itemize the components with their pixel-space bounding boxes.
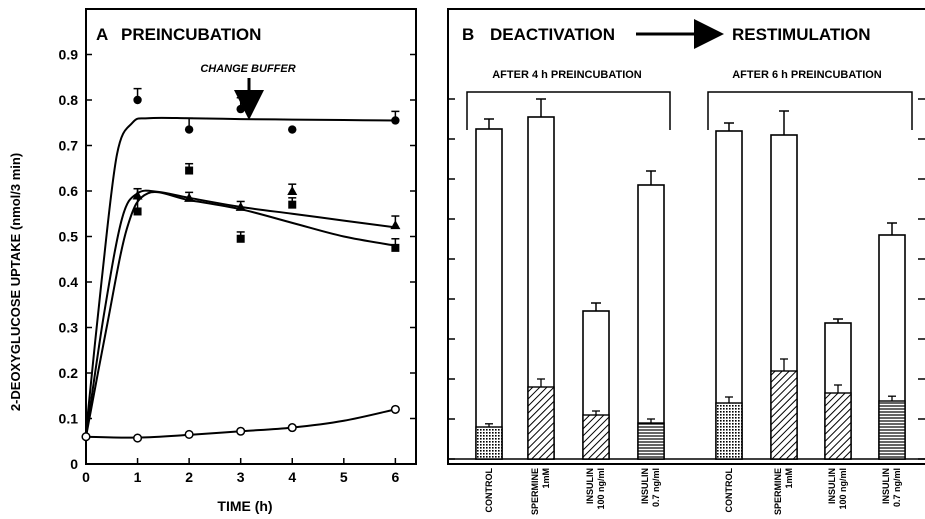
change-buffer-annotation: CHANGE BUFFER [200, 63, 295, 75]
bar-label: SPERMINE [530, 468, 540, 515]
data-point-filled-triangle [184, 192, 195, 202]
data-point-open-circle [184, 429, 194, 439]
y-tick-label: 0.4 [59, 274, 79, 290]
group-2-bracket [707, 91, 913, 130]
series-curve-filled-square [85, 191, 396, 437]
panel-b-title-left: DEACTIVATION [490, 25, 615, 44]
y-tick-label: 0.3 [59, 320, 79, 336]
bar-label: INSULIN [640, 468, 650, 504]
panel-b-bars [475, 98, 906, 460]
bar-label: INSULIN [827, 468, 837, 504]
data-point-filled-triangle [132, 190, 143, 200]
panel-a: A PREINCUBATION CHANGE BUFFER TIME (h) 2… [8, 8, 417, 514]
data-point-filled-triangle [287, 186, 298, 195]
bar-sublabel: 0.7 ng/ml [651, 468, 661, 507]
bar-base-diagonal [582, 414, 610, 460]
data-point-open-circle [390, 404, 400, 414]
bar-base-horizontal [878, 400, 906, 460]
series-curve-filled-triangle [85, 189, 396, 437]
panel-b-letter: B [462, 25, 474, 44]
panel-a-curves [85, 116, 396, 439]
x-tick-label: 4 [288, 469, 296, 485]
panel-b-frame [447, 8, 925, 465]
y-tick-label: 0.2 [59, 365, 79, 381]
data-point-filled-circle [391, 116, 400, 125]
bar-sublabel: 0.7 ng/ml [892, 468, 902, 507]
data-point-filled-square [236, 234, 245, 243]
panel-b-labels: CONTROL SPERMINE 1mM INSULIN 100 ng/ml INSULI… [484, 468, 902, 516]
y-tick-label: 0.5 [59, 229, 79, 245]
data-point-filled-circle [236, 104, 245, 114]
data-point-filled-triangle [390, 220, 401, 230]
data-point-open-circle [236, 426, 246, 436]
panel-b: B DEACTIVATION RESTIMULATION AFTER 4 h P… [447, 8, 925, 516]
data-point-filled-square [288, 200, 297, 209]
data-point-open-circle [287, 423, 297, 433]
x-tick-label: 2 [185, 469, 193, 485]
data-point-filled-square [133, 207, 142, 216]
data-point-filled-square [391, 243, 400, 252]
y-tick-label: 0.8 [59, 92, 79, 108]
bar-base-crosshatch [475, 426, 503, 460]
y-tick-label: 0 [70, 456, 78, 472]
x-tick-label: 1 [134, 469, 142, 485]
data-point-filled-circle [133, 95, 142, 105]
group-1-bracket [466, 91, 671, 130]
bar-base-crosshatch [715, 402, 743, 460]
bar-label: INSULIN [881, 468, 891, 504]
y-tick-label: 0.7 [59, 138, 79, 154]
bar-total [637, 184, 665, 460]
bar-base-horizontal [637, 422, 665, 460]
bar-label: INSULIN [585, 468, 595, 504]
bar-sublabel: 1mM [784, 468, 794, 489]
data-point-open-circle [81, 432, 91, 442]
y-tick-label: 0.6 [59, 183, 79, 199]
x-tick-label: 3 [237, 469, 245, 485]
x-tick-label: 5 [340, 469, 348, 485]
y-tick-label: 0.9 [59, 47, 79, 63]
bar-base-diagonal [824, 392, 852, 460]
bar-label: SPERMINE [773, 468, 783, 515]
x-tick-label: 0 [82, 469, 90, 485]
x-axis-label: TIME (h) [217, 498, 272, 514]
bar-base-diagonal [527, 386, 555, 460]
series-curve-filled-circle [85, 116, 396, 433]
data-point-filled-triangle [235, 201, 246, 211]
panel-b-ticks [448, 98, 925, 460]
bar-label: CONTROL [724, 468, 734, 513]
y-tick-label: 0.1 [59, 411, 79, 427]
panel-a-ticks: 0 1 2 3 4 5 6 0 0.1 0.2 0.3 0.4 0.5 0.6 0.7 0.8 0.9 [59, 47, 416, 485]
bar-label: CONTROL [484, 468, 494, 513]
x-tick-label: 6 [391, 469, 399, 485]
panel-a-points [81, 87, 401, 443]
bar-base-diagonal [770, 370, 798, 460]
group-2-label: AFTER 6 h PREINCUBATION [732, 69, 882, 81]
bar-sublabel: 1mM [541, 468, 551, 489]
bar-sublabel: 100 ng/ml [596, 468, 606, 510]
data-point-filled-circle [184, 125, 194, 134]
bar-sublabel: 100 ng/ml [838, 468, 848, 510]
y-axis-label: 2-DEOXYGLUCOSE UPTAKE (nmol/3 min) [8, 153, 23, 411]
panel-a-letter: A [96, 25, 108, 44]
panel-a-frame [85, 8, 417, 465]
bar-total [475, 128, 503, 460]
data-point-open-circle [133, 433, 143, 443]
panel-b-title-right: RESTIMULATION [732, 25, 871, 44]
data-point-filled-circle [288, 125, 297, 134]
data-point-filled-square [185, 166, 194, 175]
panel-a-title: PREINCUBATION [121, 25, 261, 44]
group-1-label: AFTER 4 h PREINCUBATION [492, 69, 642, 81]
